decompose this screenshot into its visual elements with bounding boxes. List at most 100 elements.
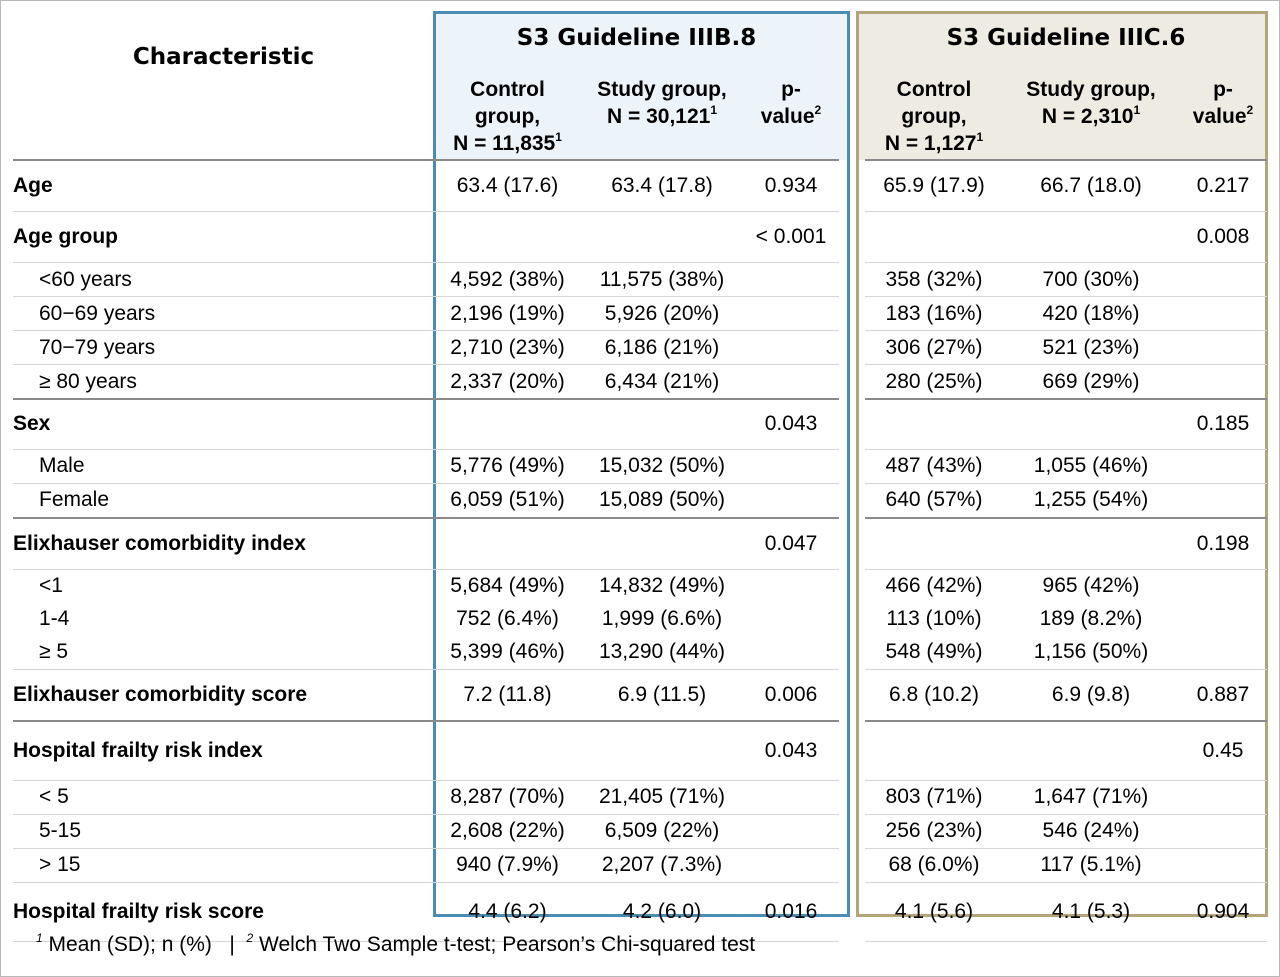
cell-b-pvalue bbox=[1179, 603, 1267, 636]
column-gap bbox=[839, 603, 865, 636]
row-label: Male bbox=[13, 448, 434, 483]
row-label: ≥ 80 years bbox=[13, 364, 434, 399]
table-row: > 15 940 (7.9%) 2,207 (7.3%) 68 (6.0%) 117 (… bbox=[13, 847, 1267, 882]
cell-a-study: 13,290 (44%) bbox=[598, 640, 726, 663]
cell-a-control: 4,592 (38%) bbox=[434, 262, 581, 297]
table-row: 70−79 years 2,710 (23%) 6,186 (21%) 306 (27… bbox=[13, 330, 1267, 365]
table-row: Age group < 0.001 0.008 bbox=[13, 211, 1267, 263]
cell-a-control bbox=[434, 516, 581, 569]
column-gap bbox=[839, 518, 865, 570]
cell-b-study: 1,055 (46%) bbox=[1003, 448, 1179, 483]
cell-a-control: 63.4 (17.6) bbox=[434, 159, 581, 212]
cell-b-control: 487 (43%) bbox=[865, 448, 1003, 483]
table-row: Elixhauser comorbidity index 0.047 0.198 bbox=[13, 516, 1267, 570]
column-gap bbox=[839, 569, 865, 603]
cell-b-pvalue bbox=[1179, 330, 1267, 365]
cell-a-study bbox=[581, 516, 743, 569]
cell-a-control: 5,684 (49%) bbox=[434, 568, 581, 603]
table-row: Hospital frailty risk score 4.4 (6.2) 4.2 … bbox=[13, 881, 1267, 942]
cell-a-pvalue bbox=[743, 448, 839, 483]
cell-a-pvalue: 0.934 bbox=[743, 159, 839, 212]
row-label: 1-4 bbox=[39, 607, 70, 630]
cell-a-pvalue: 0.047 bbox=[743, 516, 839, 569]
row-label: 70−79 years bbox=[13, 330, 434, 365]
cell-b-study: 1,647 (71%) bbox=[1003, 779, 1179, 814]
cell-b-study: 1,255 (54%) bbox=[1003, 482, 1179, 518]
cell-b-control: 306 (27%) bbox=[865, 330, 1003, 365]
cell-a-control: 752 (6.4%) bbox=[456, 607, 559, 630]
cell-a-pvalue bbox=[743, 813, 839, 848]
row-label: Hospital frailty risk index bbox=[13, 719, 434, 780]
cell-a-study: 4.2 (6.0) bbox=[581, 881, 743, 942]
cell-a-pvalue bbox=[743, 296, 839, 331]
cell-a-study: 1,999 (6.6%) bbox=[601, 607, 723, 630]
cell-a-study bbox=[581, 719, 743, 780]
cell-a-study: 11,575 (38%) bbox=[581, 262, 743, 297]
table-row: Male 5,776 (49%) 15,032 (50%) 487 (43%) 1,05… bbox=[13, 448, 1267, 483]
group-b-pvalue-header: p- value2 bbox=[1192, 78, 1254, 128]
cell-b-control bbox=[865, 398, 1003, 449]
cell-a-study bbox=[581, 398, 743, 449]
cell-b-pvalue bbox=[1179, 448, 1267, 483]
cell-b-control: 548 (49%) bbox=[885, 640, 983, 663]
cell-b-study: 1,156 (50%) bbox=[1033, 640, 1149, 663]
cell-a-study: 15,089 (50%) bbox=[581, 482, 743, 518]
cell-b-pvalue bbox=[1179, 779, 1267, 814]
column-gap bbox=[839, 848, 865, 882]
cell-b-control: 65.9 (17.9) bbox=[865, 159, 1003, 212]
cell-a-pvalue bbox=[743, 636, 839, 670]
column-gap bbox=[839, 814, 865, 848]
column-gap bbox=[839, 669, 865, 721]
group-a-title: S3 Guideline IIIB.8 bbox=[516, 24, 757, 51]
table-row: <1 5,684 (49%) 14,832 (49%) 466 (42%) 965 (4… bbox=[13, 568, 1267, 603]
cell-b-pvalue: 0.217 bbox=[1179, 159, 1267, 212]
cell-b-study: 4.1 (5.3) bbox=[1003, 881, 1179, 942]
cell-b-pvalue: 0.887 bbox=[1179, 668, 1267, 721]
column-gap bbox=[839, 399, 865, 449]
cell-a-control: 2,196 (19%) bbox=[434, 296, 581, 331]
cell-a-control: 2,608 (22%) bbox=[434, 813, 581, 848]
cell-b-control: 6.8 (10.2) bbox=[865, 668, 1003, 721]
row-label: 60−69 years bbox=[13, 296, 434, 331]
cell-b-pvalue: 0.904 bbox=[1179, 881, 1267, 942]
cell-a-control: 5,399 (46%) bbox=[450, 640, 565, 663]
group-a-pvalue-header: p- value2 bbox=[760, 78, 822, 128]
cell-a-control: 5,776 (49%) bbox=[434, 448, 581, 483]
cell-a-control: 7.2 (11.8) bbox=[434, 668, 581, 721]
cell-b-control: 640 (57%) bbox=[865, 482, 1003, 518]
column-gap bbox=[839, 721, 865, 781]
cell-b-control: 113 (10%) bbox=[886, 607, 982, 630]
column-gap bbox=[839, 365, 865, 400]
cell-a-control bbox=[434, 398, 581, 449]
row-label: ≥ 5 bbox=[39, 640, 69, 663]
cell-b-study bbox=[1003, 211, 1179, 263]
cell-a-pvalue bbox=[743, 603, 839, 636]
cell-b-study: 420 (18%) bbox=[1003, 296, 1179, 331]
cell-a-control: 6,059 (51%) bbox=[434, 482, 581, 518]
cell-a-pvalue bbox=[743, 779, 839, 814]
cell-a-study: 6.9 (11.5) bbox=[581, 668, 743, 721]
cell-a-study: 21,405 (71%) bbox=[581, 779, 743, 814]
cell-a-pvalue: 0.006 bbox=[743, 668, 839, 721]
cell-b-study: 700 (30%) bbox=[1003, 262, 1179, 297]
cell-b-control bbox=[865, 516, 1003, 569]
cell-a-pvalue bbox=[743, 482, 839, 518]
cell-a-study: 14,832 (49%) bbox=[581, 568, 743, 603]
cell-b-control: 256 (23%) bbox=[865, 813, 1003, 848]
cell-b-study: 669 (29%) bbox=[1003, 364, 1179, 399]
column-gap bbox=[839, 449, 865, 483]
table-row: 5-15 2,608 (22%) 6,509 (22%) 256 (23%) 546 (… bbox=[13, 813, 1267, 848]
table-row: Female 6,059 (51%) 15,089 (50%) 640 (57%) 1,… bbox=[13, 482, 1267, 518]
cell-a-control bbox=[434, 211, 581, 263]
column-gap bbox=[839, 636, 865, 670]
cell-a-study: 63.4 (17.8) bbox=[581, 159, 743, 212]
cell-b-pvalue bbox=[1179, 262, 1267, 297]
cell-b-pvalue: 0.008 bbox=[1179, 211, 1267, 263]
cell-a-study bbox=[581, 211, 743, 263]
cell-b-control: 280 (25%) bbox=[865, 364, 1003, 399]
column-gap bbox=[839, 483, 865, 518]
row-label: Hospital frailty risk score bbox=[13, 881, 434, 942]
cell-b-study bbox=[1003, 719, 1179, 780]
row-label: Sex bbox=[13, 398, 434, 449]
table-row: ≥ 5 5,399 (46%) 13,290 (44%) 548 (49%) 1,156… bbox=[13, 636, 1267, 670]
